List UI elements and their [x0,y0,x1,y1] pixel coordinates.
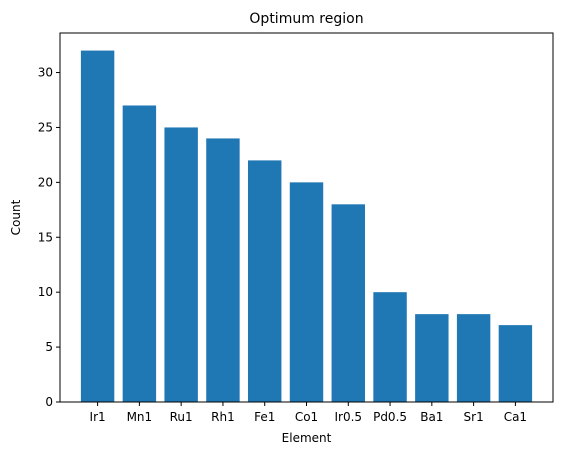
bar-sr1 [456,314,491,402]
x-tick-label: Ca1 [504,410,527,424]
x-tick-label: Fe1 [254,410,275,424]
x-axis-label: Element [282,431,332,445]
y-tick-label: 20 [38,175,53,189]
x-axis-ticks: Ir1 Mn1 Ru1 Rh1 Fe1 Co1 Ir0.5 Pd0.5 Ba1 Sr1 Ca1 [90,402,527,424]
plot-area-frame [59,32,554,403]
bar-ca1 [498,325,533,402]
bar-mn1 [122,105,157,402]
y-tick-label: 10 [38,285,53,299]
x-tick-label: Pd0.5 [373,410,407,424]
bar-ir1 [80,50,115,402]
y-tick-label: 30 [38,66,53,80]
bar-pd0-5 [373,292,407,402]
y-axis-ticks: 0 5 10 15 20 25 30 [38,66,60,409]
x-tick-label: Ru1 [170,410,193,424]
x-tick-label: Ba1 [420,410,443,424]
bar-ba1 [415,314,449,402]
y-tick-label: 15 [38,230,53,244]
bar-fe1 [248,160,282,402]
x-tick-label: Co1 [295,410,318,424]
x-tick-label: Ir1 [90,410,106,424]
bar-rh1 [206,138,240,402]
chart-title: Optimum region [249,11,363,27]
bar-ir0-5 [331,204,365,402]
bar-co1 [289,182,324,402]
y-tick-label: 0 [45,395,53,409]
x-tick-label: Ir0.5 [334,410,362,424]
y-tick-label: 25 [38,120,53,134]
y-tick-label: 5 [45,340,53,354]
x-tick-label: Mn1 [127,410,153,424]
x-tick-label: Rh1 [211,410,235,424]
bar-series [80,50,533,403]
x-tick-label: Sr1 [464,410,484,424]
bar-ru1 [164,127,198,403]
y-axis-label: Count [9,199,23,235]
